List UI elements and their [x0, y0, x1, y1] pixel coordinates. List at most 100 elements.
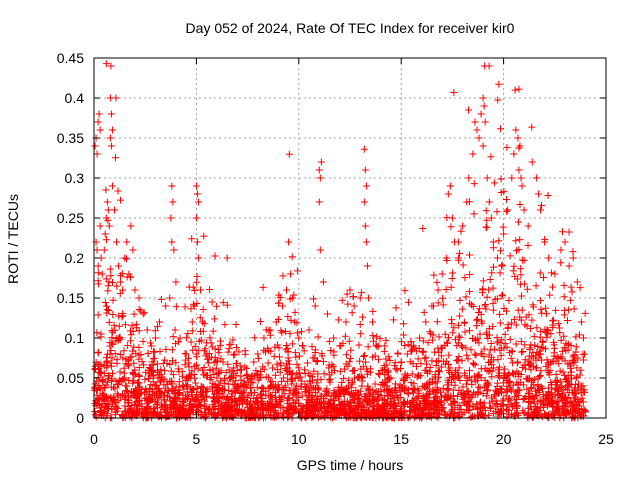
data-point	[193, 300, 201, 308]
data-point	[259, 412, 267, 420]
data-point	[503, 382, 511, 390]
data-point	[243, 394, 251, 402]
data-point	[168, 238, 176, 246]
data-point	[529, 413, 537, 421]
data-point	[235, 383, 243, 391]
data-point	[214, 410, 222, 418]
data-point	[292, 399, 300, 407]
data-point	[334, 395, 342, 403]
data-point	[543, 356, 551, 364]
data-point	[308, 373, 316, 381]
data-point	[451, 409, 459, 417]
data-point	[489, 364, 497, 372]
data-point	[288, 374, 296, 382]
data-point	[154, 374, 162, 382]
data-point	[317, 158, 325, 166]
data-point	[466, 299, 474, 307]
data-point	[107, 110, 115, 118]
data-point	[512, 237, 520, 245]
data-point	[293, 267, 301, 275]
data-point	[577, 386, 585, 394]
data-point	[553, 378, 561, 386]
data-point	[468, 301, 476, 309]
data-point	[364, 294, 372, 302]
data-point	[528, 158, 536, 166]
data-point	[557, 246, 565, 254]
data-point	[298, 408, 306, 416]
data-point	[178, 410, 186, 418]
data-point	[137, 307, 145, 315]
data-point	[267, 413, 275, 421]
data-point	[150, 371, 158, 379]
data-point	[182, 356, 190, 364]
data-point	[108, 126, 116, 134]
data-point	[361, 166, 369, 174]
data-point	[456, 296, 464, 304]
data-point	[287, 270, 295, 278]
data-point	[175, 338, 183, 346]
data-point	[228, 388, 236, 396]
data-point	[154, 323, 162, 331]
data-point	[549, 317, 557, 325]
data-point	[537, 305, 545, 313]
data-point	[345, 389, 353, 397]
data-point	[112, 94, 120, 102]
data-point	[506, 252, 514, 260]
data-point	[154, 412, 162, 420]
data-point	[573, 401, 581, 409]
data-point	[116, 351, 124, 359]
data-point	[320, 358, 328, 366]
data-point	[329, 362, 337, 370]
data-point	[112, 398, 120, 406]
data-point	[209, 327, 217, 335]
data-point	[299, 342, 307, 350]
data-point	[161, 388, 169, 396]
data-point	[539, 393, 547, 401]
data-point	[356, 357, 364, 365]
data-point	[119, 312, 127, 320]
data-point	[315, 198, 323, 206]
data-point	[403, 350, 411, 358]
data-point	[157, 401, 165, 409]
data-point	[240, 395, 248, 403]
data-point	[406, 399, 414, 407]
data-point	[277, 327, 285, 335]
data-point	[259, 411, 267, 419]
data-point	[538, 413, 546, 421]
data-point	[383, 368, 391, 376]
data-point	[449, 386, 457, 394]
data-point	[526, 345, 534, 353]
data-point	[548, 394, 556, 402]
data-point	[497, 400, 505, 408]
data-point	[459, 395, 467, 403]
data-point	[268, 392, 276, 400]
data-point	[446, 182, 454, 190]
data-point	[491, 392, 499, 400]
data-point	[195, 408, 203, 416]
data-point	[433, 318, 441, 326]
data-point	[455, 353, 463, 361]
data-point	[200, 363, 208, 371]
data-point	[349, 390, 357, 398]
data-point	[474, 308, 482, 316]
data-point	[109, 340, 117, 348]
data-point	[291, 385, 299, 393]
data-point	[470, 372, 478, 380]
data-point	[194, 365, 202, 373]
data-point	[550, 349, 558, 357]
data-point	[205, 409, 213, 417]
data-point	[544, 388, 552, 396]
y-tick-label: 0.25	[57, 210, 84, 226]
data-point	[525, 397, 533, 405]
data-point	[99, 408, 107, 416]
data-point	[108, 182, 116, 190]
data-point	[250, 358, 258, 366]
data-point	[574, 354, 582, 362]
data-point	[107, 62, 115, 70]
data-point	[477, 410, 485, 418]
data-point	[107, 359, 115, 367]
data-point	[257, 368, 265, 376]
data-point	[91, 407, 99, 415]
data-point	[522, 313, 530, 321]
data-point	[459, 261, 467, 269]
